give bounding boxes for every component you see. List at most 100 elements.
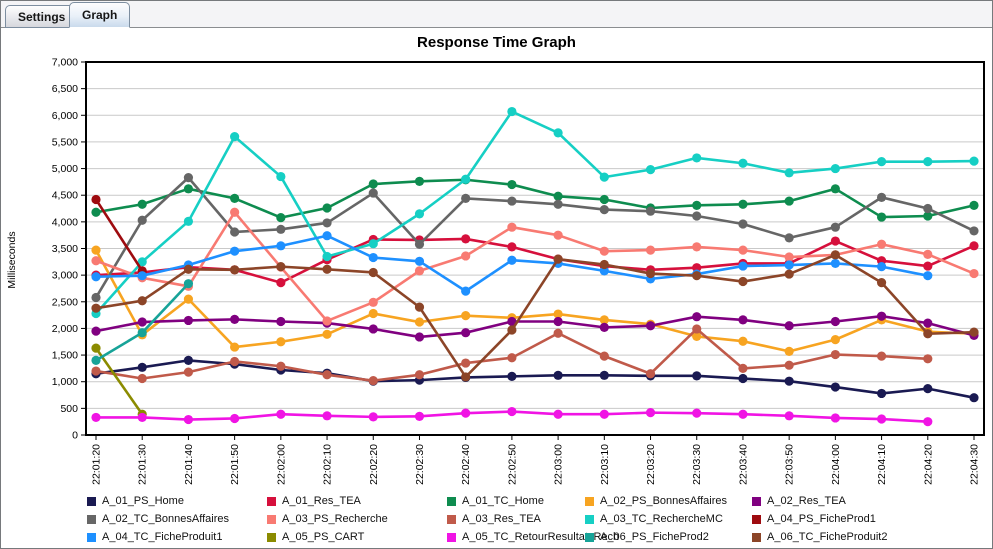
series-point <box>645 369 656 379</box>
series-point <box>599 246 609 256</box>
series-point <box>461 328 471 338</box>
series-point <box>322 329 332 339</box>
series-point <box>876 262 887 272</box>
series-point <box>784 376 794 386</box>
tab-graph[interactable]: Graph <box>69 2 131 28</box>
series-point <box>276 262 286 272</box>
graph-panel: Response Time Graph Milliseconds 0 500 1,0… <box>1 28 992 548</box>
response-time-plot: 0 500 1,000 1,500 2,000 2,500 3,000 3,500 4,000 4… <box>52 57 985 485</box>
series-point <box>137 328 147 338</box>
legend-item: A_05_PS_CART <box>267 531 447 543</box>
legend-label: A_02_PS_BonnesAffaires <box>600 495 727 507</box>
series-point <box>830 258 840 269</box>
legend-item: A_01_TC_Home <box>447 495 585 507</box>
series-line <box>94 198 144 272</box>
x-tick-label: 22:02:40 <box>460 444 472 485</box>
series-point <box>461 234 471 244</box>
series-point <box>830 316 840 327</box>
series-point <box>414 209 425 219</box>
series-point <box>876 239 887 249</box>
plot-border <box>85 61 985 436</box>
series-point <box>876 192 887 202</box>
tab-graph-label: Graph <box>82 8 118 22</box>
y-tick-label: 5,500 <box>52 136 78 148</box>
series-line <box>95 314 975 339</box>
x-tick-label: 22:04:10 <box>876 444 888 485</box>
legend-label: A_05_PS_CART <box>282 531 365 543</box>
series-point <box>738 409 748 419</box>
x-tick-label: 22:03:10 <box>599 444 611 485</box>
legend-label: A_03_Res_TEA <box>462 513 541 525</box>
series-point <box>368 239 378 249</box>
series-point <box>230 132 240 142</box>
series-line <box>94 249 975 353</box>
legend-label: A_01_PS_Home <box>102 495 184 507</box>
series-point <box>461 408 471 418</box>
series-point <box>91 412 101 423</box>
series-point <box>599 205 609 215</box>
series-point <box>461 358 471 368</box>
legend-swatch-icon <box>752 496 761 506</box>
legend-label: A_04_TC_FicheProduit1 <box>102 531 223 543</box>
series-point <box>692 263 702 273</box>
chart-legend: A_01_PS_Home A_01_Res_TEA A_01_TC_Home A_02… <box>87 492 887 546</box>
tab-settings[interactable]: Settings <box>5 5 79 28</box>
series-point <box>183 414 194 425</box>
x-tick-label: 22:03:50 <box>784 444 796 485</box>
series-point <box>91 194 101 205</box>
y-tick-label: 3,000 <box>52 270 78 282</box>
series-point <box>830 335 840 345</box>
series-point <box>461 251 471 261</box>
x-tick-label: 22:03:30 <box>691 444 703 485</box>
series-point <box>322 251 332 262</box>
y-tick-label: 4,000 <box>52 216 78 228</box>
series-point <box>414 411 425 421</box>
series-point <box>830 184 840 194</box>
y-tick-label: 2,500 <box>52 296 78 308</box>
series-point <box>137 412 147 423</box>
legend-label: A_03_TC_RechercheMC <box>600 513 723 525</box>
x-tick-label: 22:03:40 <box>737 444 749 485</box>
legend-item: A_03_TC_RechercheMC <box>585 513 752 525</box>
series-point <box>923 384 933 394</box>
series-point <box>923 157 933 167</box>
series-point <box>692 312 702 322</box>
series-point <box>738 219 748 229</box>
series-point <box>507 196 517 206</box>
legend-item: A_04_PS_FicheProd1 <box>752 513 887 525</box>
series-point <box>183 216 194 226</box>
series-point <box>645 206 656 216</box>
series-point <box>368 412 378 422</box>
series-point <box>461 193 471 204</box>
legend-swatch-icon <box>267 514 276 524</box>
series-point <box>738 363 748 373</box>
series-point <box>368 324 378 334</box>
series-point <box>830 222 840 232</box>
series-point <box>692 242 702 252</box>
y-tick-label: 2,000 <box>52 323 78 335</box>
series-point <box>553 316 563 327</box>
series-line <box>95 178 975 219</box>
series-point <box>645 321 656 331</box>
series-point <box>692 331 702 342</box>
series-point <box>599 172 609 182</box>
series-point <box>738 315 748 325</box>
x-tick-label: 22:02:50 <box>506 444 518 485</box>
series-point <box>876 351 887 361</box>
legend-label: A_03_PS_Recherche <box>282 513 388 525</box>
series-point <box>876 278 887 288</box>
series-point <box>507 106 517 117</box>
series-point <box>553 254 563 264</box>
series-point <box>91 355 101 365</box>
series-point <box>692 371 702 381</box>
series-point <box>830 349 840 360</box>
series-point <box>91 292 101 303</box>
series-point <box>368 252 378 263</box>
series-point <box>276 409 286 419</box>
series-point <box>784 346 794 356</box>
series-point <box>414 266 425 276</box>
series-point <box>553 199 563 209</box>
series-line <box>95 237 975 284</box>
series-line <box>94 347 144 415</box>
